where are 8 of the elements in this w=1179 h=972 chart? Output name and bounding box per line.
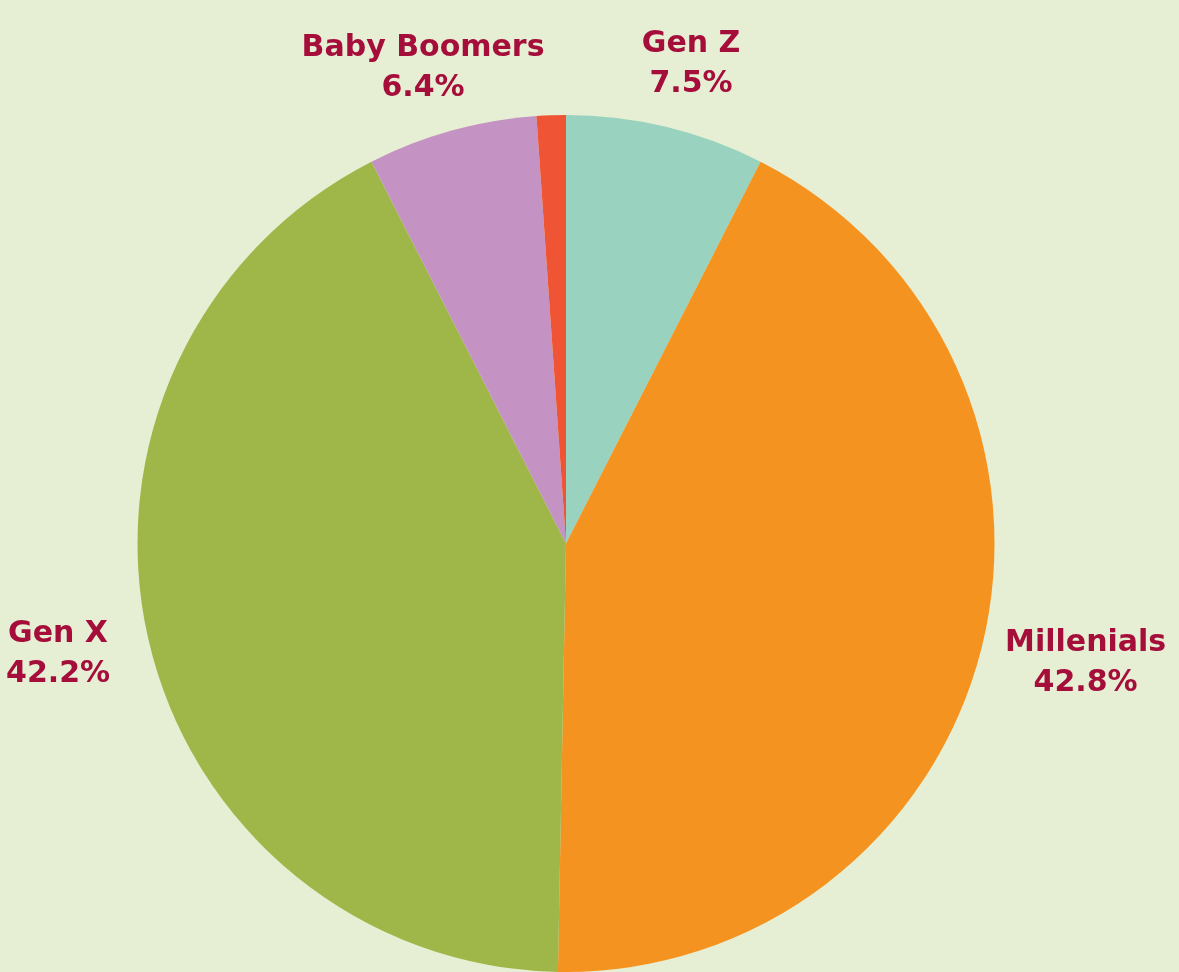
slice-label: Gen Z — [641, 24, 741, 60]
data-label: 42.2% — [6, 653, 111, 689]
slice-label: Millenials — [1005, 622, 1167, 658]
data-label: 7.5% — [649, 64, 733, 100]
slice-label: Gen X — [8, 613, 108, 649]
slice-label: Baby Boomers — [301, 28, 545, 64]
data-label: 42.8% — [1033, 662, 1138, 698]
data-label: 6.4% — [381, 68, 465, 104]
